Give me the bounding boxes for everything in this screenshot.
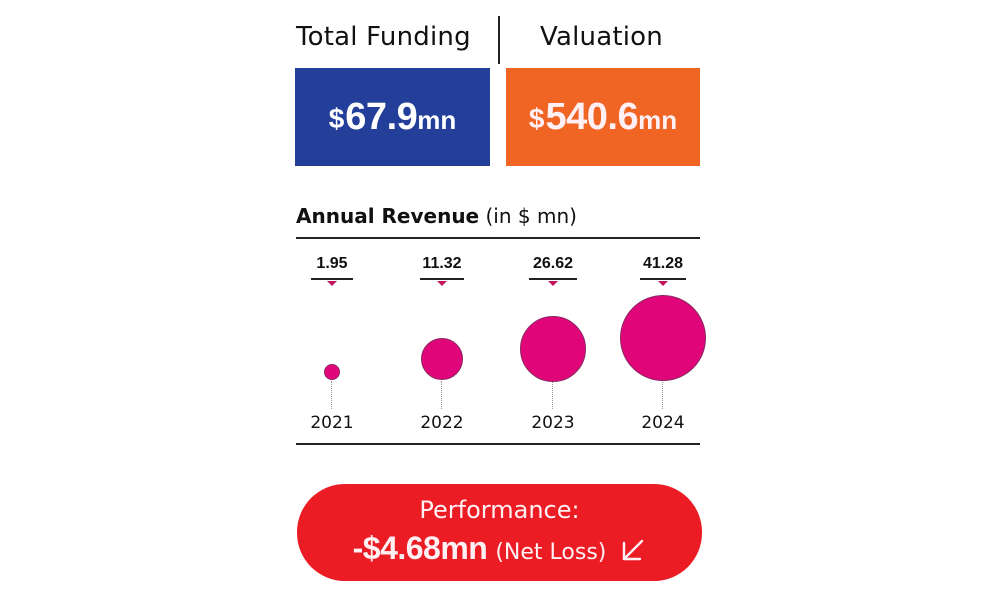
revenue-bubble: [324, 364, 340, 380]
arrow-down-left-icon: [620, 537, 646, 563]
funding-value: 67.9: [345, 95, 418, 138]
pointer-triangle-icon: [437, 281, 447, 286]
header-divider: [498, 16, 500, 64]
pointer-triangle-icon: [327, 281, 337, 286]
performance-note: (Net Loss): [495, 540, 607, 565]
revenue-chart-title: Annual Revenue (in $ mn): [296, 204, 577, 228]
valuation-currency: $: [528, 103, 545, 134]
revenue-bubble: [421, 338, 463, 380]
valuation-value: 540.6: [545, 95, 639, 138]
revenue-top-rule: [296, 237, 700, 239]
revenue-value: 11.32: [422, 255, 462, 272]
dotted-stem: [441, 381, 442, 409]
value-underline: [420, 278, 464, 280]
pointer-triangle-icon: [658, 281, 668, 286]
valuation-box: $540.6 mn: [506, 68, 700, 166]
revenue-column-2022: 11.32 2022: [392, 250, 492, 440]
year-label: 2021: [310, 413, 354, 433]
revenue-title-bold: Annual Revenue: [296, 204, 480, 228]
revenue-bottom-rule: [296, 443, 700, 445]
dotted-stem: [662, 382, 663, 409]
dotted-stem: [552, 382, 553, 409]
funding-currency: $: [328, 103, 345, 134]
performance-amount: -$4.68mn: [352, 530, 488, 566]
valuation-unit: mn: [638, 104, 678, 135]
dotted-stem: [331, 381, 332, 409]
pointer-triangle-icon: [548, 281, 558, 286]
year-label: 2022: [420, 413, 464, 433]
year-label: 2023: [531, 413, 575, 433]
revenue-value: 41.28: [642, 255, 684, 272]
performance-badge: Performance: -$4.68mn (Net Loss): [297, 484, 702, 581]
performance-line: -$4.68mn (Net Loss): [297, 530, 702, 567]
value-underline: [640, 278, 686, 280]
revenue-value: 1.95: [316, 255, 348, 272]
revenue-bubble: [520, 316, 586, 382]
year-label: 2024: [641, 413, 685, 433]
value-underline: [529, 278, 577, 280]
revenue-column-2024: 41.28 2024: [613, 250, 713, 440]
total-funding-box: $67.9 mn: [295, 68, 490, 166]
revenue-column-2023: 26.62 2023: [503, 250, 603, 440]
valuation-label: Valuation: [540, 22, 663, 52]
total-funding-label: Total Funding: [296, 22, 471, 52]
revenue-title-unit: (in $ mn): [485, 204, 577, 228]
funding-unit: mn: [417, 104, 457, 135]
value-underline: [311, 278, 353, 280]
revenue-column-2021: 1.95 2021: [282, 250, 382, 440]
performance-label: Performance:: [419, 496, 580, 524]
revenue-bubble: [620, 295, 706, 381]
revenue-value: 26.62: [532, 255, 574, 272]
